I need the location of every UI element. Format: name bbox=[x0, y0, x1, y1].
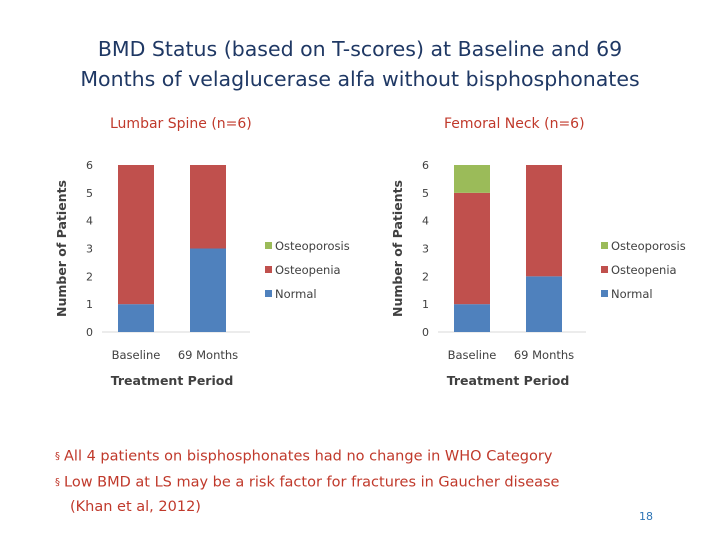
bullet-text-1: All 4 patients on bisphosphonates had no… bbox=[64, 448, 553, 465]
y-axis-label: Number of Patients bbox=[390, 180, 405, 317]
bar-segment-normal bbox=[454, 304, 490, 332]
x-tick-label: Baseline bbox=[112, 348, 161, 362]
legend-label-osteoporosis: Osteoporosis bbox=[275, 239, 350, 253]
chart-title-lumbar-spine: Lumbar Spine (n=6) bbox=[110, 116, 252, 132]
y-tick-label: 2 bbox=[86, 270, 93, 283]
legend-swatch-osteopenia bbox=[265, 266, 272, 273]
page-number: 18 bbox=[639, 510, 653, 523]
legend-swatch-osteoporosis bbox=[265, 242, 272, 249]
y-tick-label: 5 bbox=[86, 187, 93, 200]
bullet-item-1: § All 4 patients on bisphosphonates had n… bbox=[55, 444, 559, 470]
chart-lumbar-spine: Number of Patients 0 1 2 3 4 5 6 Baseline 69 Mont… bbox=[54, 159, 350, 388]
y-tick-label: 5 bbox=[422, 187, 429, 200]
bar-segment-osteopenia bbox=[526, 165, 562, 277]
y-tick-label: 3 bbox=[86, 243, 93, 256]
y-tick-label: 6 bbox=[422, 159, 429, 172]
legend-swatch-normal bbox=[265, 290, 272, 297]
legend-swatch-osteopenia bbox=[601, 266, 608, 273]
x-tick-label: 69 Months bbox=[514, 348, 574, 362]
legend-swatch-osteoporosis bbox=[601, 242, 608, 249]
y-tick-label: 1 bbox=[422, 298, 429, 311]
bar-segment-normal bbox=[118, 304, 154, 332]
x-tick-label: Baseline bbox=[448, 348, 497, 362]
y-tick-label: 2 bbox=[422, 270, 429, 283]
title-line-1: BMD Status (based on T-scores) at Baseli… bbox=[97, 37, 623, 61]
title-line-2: Months of velaglucerase alfa without bis… bbox=[80, 67, 640, 91]
bullet-marker-icon: § bbox=[55, 476, 60, 488]
legend-label-normal: Normal bbox=[275, 287, 317, 301]
bar-segment-osteopenia bbox=[190, 165, 226, 249]
bar-segment-normal bbox=[526, 276, 562, 332]
y-tick-label: 4 bbox=[86, 215, 93, 228]
x-tick-label: 69 Months bbox=[178, 348, 238, 362]
chart-title-femoral-neck: Femoral Neck (n=6) bbox=[444, 116, 585, 132]
y-tick-label: 3 bbox=[422, 243, 429, 256]
bullet-list: § All 4 patients on bisphosphonates had n… bbox=[55, 444, 559, 520]
y-tick-label: 4 bbox=[422, 215, 429, 228]
x-axis-label: Treatment Period bbox=[447, 373, 570, 388]
legend-swatch-normal bbox=[601, 290, 608, 297]
y-tick-label: 0 bbox=[422, 326, 429, 339]
slide-title: BMD Status (based on T-scores) at Baseli… bbox=[0, 34, 720, 94]
legend-label-normal: Normal bbox=[611, 287, 653, 301]
bar-segment-osteopenia bbox=[118, 165, 154, 305]
y-tick-label: 0 bbox=[86, 326, 93, 339]
bullet-text-2: Low BMD at LS may be a risk factor for f… bbox=[64, 474, 560, 490]
y-axis-label: Number of Patients bbox=[54, 180, 69, 317]
x-axis-label: Treatment Period bbox=[111, 373, 234, 388]
bar-segment-normal bbox=[190, 248, 226, 332]
legend-label-osteoporosis: Osteoporosis bbox=[611, 239, 686, 253]
bullet-text-2-continued: (Khan et al, 2012) bbox=[70, 499, 201, 515]
bullet-marker-icon: § bbox=[55, 451, 60, 462]
bullet-item-2: § Low BMD at LS may be a risk factor for … bbox=[55, 470, 559, 496]
bar-segment-osteoporosis bbox=[454, 165, 490, 193]
bar-segment-osteopenia bbox=[454, 192, 490, 305]
y-tick-label: 1 bbox=[86, 298, 93, 311]
chart-femoral-neck: Number of Patients 0 1 2 3 4 5 6 Baseline 69 Mont… bbox=[390, 159, 686, 388]
legend-label-osteopenia: Osteopenia bbox=[611, 263, 677, 277]
legend-label-osteopenia: Osteopenia bbox=[275, 263, 341, 277]
y-tick-label: 6 bbox=[86, 159, 93, 172]
